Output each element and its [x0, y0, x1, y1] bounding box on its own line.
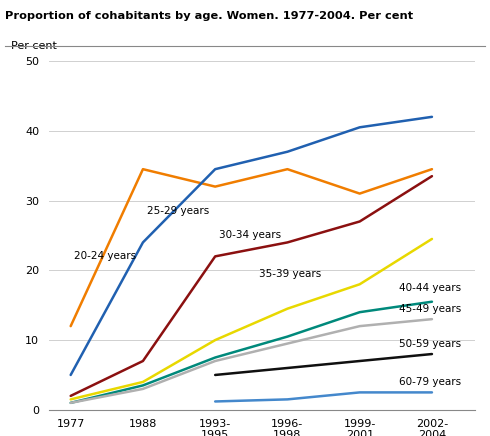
Text: Proportion of cohabitants by age. Women. 1977-2004. Per cent: Proportion of cohabitants by age. Women.…	[5, 11, 413, 21]
Text: 60-79 years: 60-79 years	[399, 377, 462, 387]
Text: 40-44 years: 40-44 years	[399, 283, 462, 293]
Text: 20-24 years: 20-24 years	[74, 252, 136, 261]
Text: 35-39 years: 35-39 years	[259, 269, 321, 279]
Text: 45-49 years: 45-49 years	[399, 304, 462, 313]
Text: 25-29 years: 25-29 years	[147, 206, 209, 216]
Text: Per cent: Per cent	[11, 41, 56, 51]
Text: 50-59 years: 50-59 years	[399, 339, 462, 348]
Text: 30-34 years: 30-34 years	[219, 231, 281, 240]
